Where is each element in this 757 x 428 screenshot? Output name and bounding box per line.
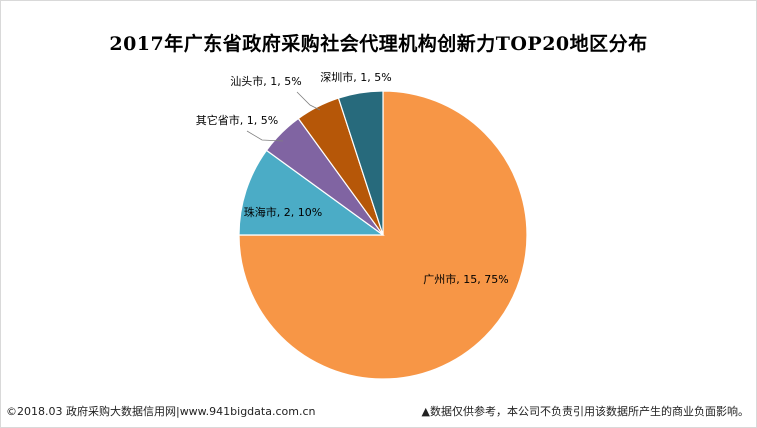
leader-line-4 [296, 91, 321, 111]
pie-slice-5 [337, 90, 384, 236]
data-label-3: 其它省市, 1, 5% [196, 113, 278, 127]
leader-line-3 [246, 130, 284, 142]
data-label-2: 珠海市, 2, 10% [244, 205, 322, 219]
footer-copyright: ©2018.03 政府采购大数据信用网|www.941bigdata.com.c… [6, 405, 316, 418]
footer-disclaimer: ▲数据仅供参考，本公司不负责引用该数据所产生的商业负面影响。 [421, 405, 749, 418]
data-label-1: 广州市, 15, 75% [423, 272, 508, 286]
data-label-5: 深圳市, 1, 5% [320, 70, 391, 84]
pie-slice-2 [238, 149, 385, 236]
data-label-4: 汕头市, 1, 5% [230, 74, 301, 88]
chart-title: 2017年广东省政府采购社会代理机构创新力TOP20地区分布 [109, 33, 648, 55]
pie-slice-1 [238, 90, 528, 380]
